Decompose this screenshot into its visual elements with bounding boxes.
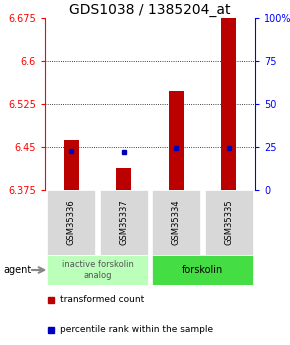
Bar [221,18,236,190]
Text: inactive forskolin
analog: inactive forskolin analog [61,260,133,280]
Text: GSM35336: GSM35336 [67,200,76,245]
Bar [152,190,200,255]
Text: agent: agent [3,265,31,275]
Text: forskolin: forskolin [182,265,223,275]
Bar [116,168,131,190]
Text: GSM35334: GSM35334 [172,200,181,245]
Text: GSM35335: GSM35335 [224,200,233,245]
Bar [99,190,148,255]
Text: GSM35337: GSM35337 [119,200,128,245]
Bar [205,190,253,255]
Bar [152,255,253,285]
Bar [47,255,148,285]
Title: GDS1038 / 1385204_at: GDS1038 / 1385204_at [69,3,231,17]
Bar [64,139,79,190]
Bar [169,91,184,190]
Text: transformed count: transformed count [60,296,144,305]
Bar [47,190,95,255]
Text: percentile rank within the sample: percentile rank within the sample [60,325,213,335]
